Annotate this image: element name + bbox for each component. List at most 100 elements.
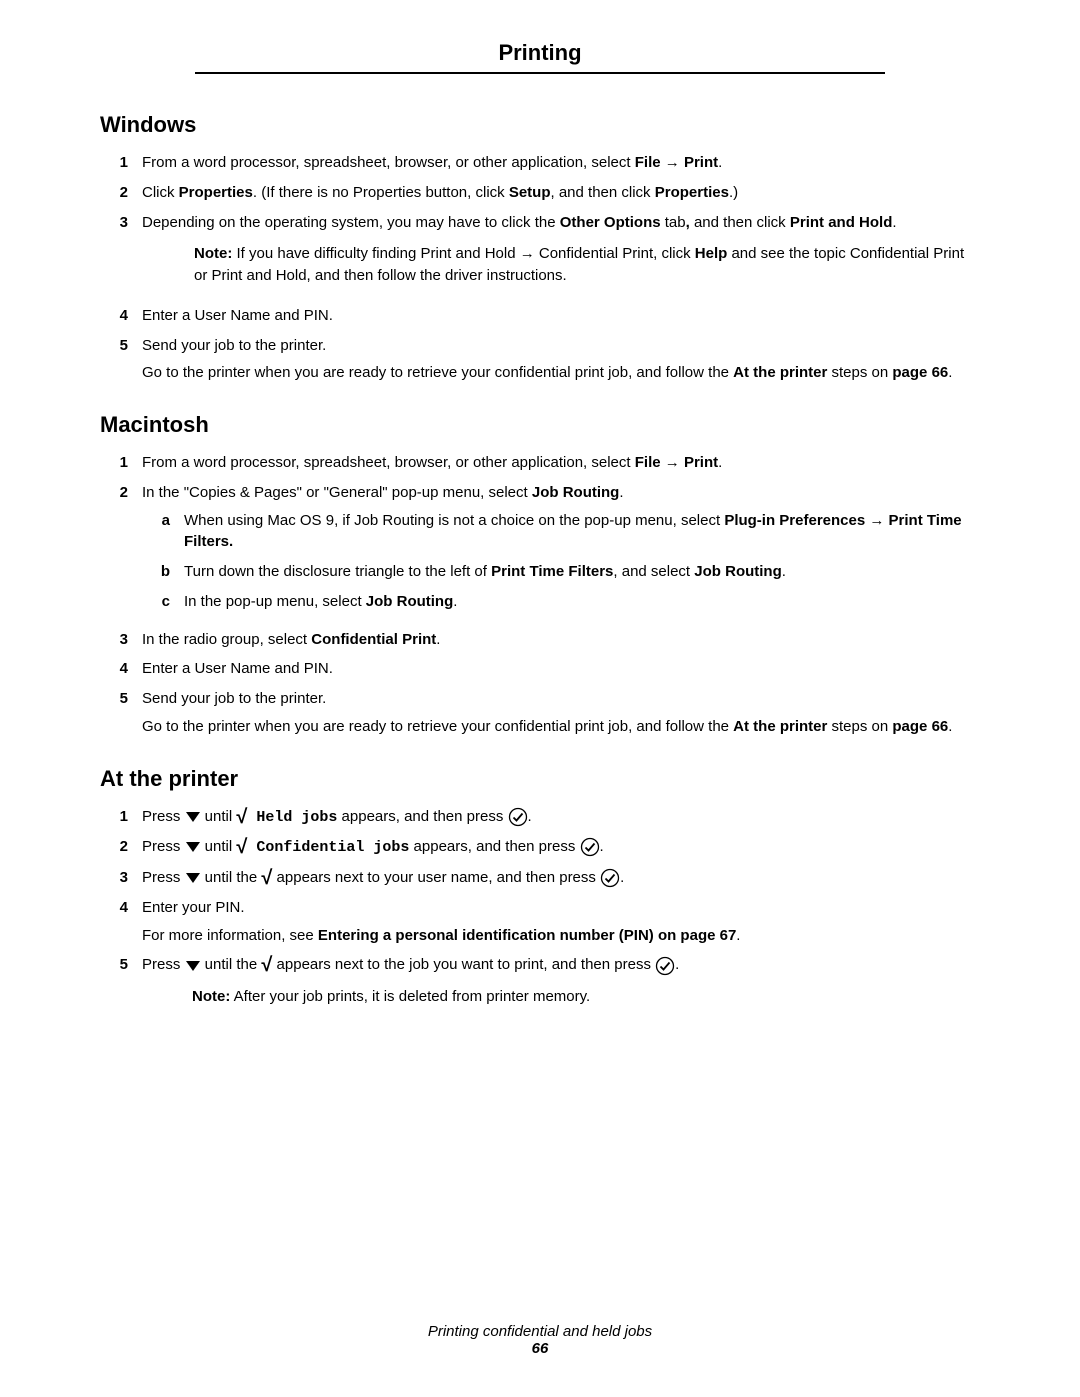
item-text: Click Properties. (If there is no Proper… <box>142 182 980 204</box>
text: and then click <box>690 214 790 231</box>
list-item: 5 Send your job to the printer. Go to th… <box>100 688 980 738</box>
text: . <box>948 364 952 381</box>
item-text: Press until √ Held jobs appears, and the… <box>142 806 980 829</box>
list-item: 5 Press until the √ appears next to the … <box>100 954 980 1018</box>
list-item: 3 In the radio group, select Confidentia… <box>100 629 980 651</box>
mac-list: 1 From a word processor, spreadsheet, br… <box>100 452 980 738</box>
item-text: Turn down the disclosure triangle to the… <box>184 561 980 583</box>
text: Go to the printer when you are ready to … <box>142 364 733 381</box>
item-text: In the pop-up menu, select Job Routing. <box>184 591 980 613</box>
text: . <box>675 956 679 973</box>
text: In the pop-up menu, select <box>184 593 366 610</box>
item-number: 1 <box>100 152 142 174</box>
item-letter: b <box>142 561 184 583</box>
printer-list: 1 Press until √ Held jobs appears, and t… <box>100 806 980 1019</box>
text-mono: Confidential jobs <box>247 839 409 856</box>
text-bold: Help <box>695 245 728 262</box>
check-icon: √ <box>261 868 272 888</box>
text: . (If there is no Properties button, cli… <box>253 184 509 201</box>
item-number: 5 <box>100 954 142 976</box>
check-icon: √ <box>236 837 247 857</box>
item-text: Enter a User Name and PIN. <box>142 305 980 327</box>
note-block: Note: After your job prints, it is delet… <box>192 986 980 1008</box>
list-item: 2 In the "Copies & Pages" or "General" p… <box>100 482 980 621</box>
text: until the <box>201 956 262 973</box>
text: . <box>718 454 722 471</box>
text: . <box>718 154 722 171</box>
text-bold: At the printer <box>733 364 827 381</box>
item-number: 3 <box>100 212 142 234</box>
windows-list: 1 From a word processor, spreadsheet, br… <box>100 152 980 233</box>
item-letter: c <box>142 591 184 613</box>
text: Press <box>142 869 185 886</box>
text: . <box>619 484 623 501</box>
text-bold: page 66 <box>892 364 948 381</box>
list-item: 4 Enter a User Name and PIN. <box>100 658 980 680</box>
text-bold: Plug-in Preferences <box>724 512 865 529</box>
text-bold: At the printer <box>733 718 827 735</box>
item-number: 2 <box>100 482 142 504</box>
text: Press <box>142 838 185 855</box>
text: Click <box>142 184 179 201</box>
circle-check-icon <box>508 806 528 828</box>
text: appears, and then press <box>337 808 507 825</box>
list-item: c In the pop-up menu, select Job Routing… <box>142 591 980 613</box>
text: , and select <box>613 563 694 580</box>
text: , and then click <box>551 184 655 201</box>
list-item: 1 From a word processor, spreadsheet, br… <box>100 152 980 174</box>
circle-check-icon <box>600 867 620 889</box>
circle-check-icon <box>655 955 675 977</box>
note-block: Note: If you have difficulty finding Pri… <box>194 243 980 287</box>
check-icon: √ <box>236 807 247 827</box>
text-bold: Job Routing <box>532 484 619 501</box>
note-label: Note: <box>192 988 230 1005</box>
text-bold: Print <box>684 454 718 471</box>
text: tab <box>661 214 686 231</box>
arrow-icon: → <box>865 512 888 529</box>
text: appears next to the job you want to prin… <box>272 956 655 973</box>
text-bold: Print Time Filters <box>491 563 613 580</box>
text: . <box>782 563 786 580</box>
item-number: 4 <box>100 897 142 919</box>
page-footer: Printing confidential and held jobs 66 <box>0 1323 1080 1357</box>
item-text: In the "Copies & Pages" or "General" pop… <box>142 482 980 621</box>
text: Press <box>142 956 185 973</box>
text-bold: Job Routing <box>366 593 453 610</box>
text: until the <box>201 869 262 886</box>
list-item: 1 From a word processor, spreadsheet, br… <box>100 452 980 474</box>
text: Send your job to the printer. <box>142 690 326 707</box>
text: steps on <box>827 718 892 735</box>
item-number: 4 <box>100 658 142 680</box>
text-bold: page 66 <box>892 718 948 735</box>
text-bold: Properties <box>179 184 253 201</box>
text: . <box>600 838 604 855</box>
item-text: Enter a User Name and PIN. <box>142 658 980 680</box>
text: Depending on the operating system, you m… <box>142 214 560 231</box>
item-number: 5 <box>100 688 142 710</box>
arrow-icon: → <box>661 154 684 171</box>
text: . <box>948 718 952 735</box>
down-triangle-icon <box>185 955 201 977</box>
footer-page-number: 66 <box>0 1340 1080 1357</box>
mac-sublist: a When using Mac OS 9, if Job Routing is… <box>142 510 980 613</box>
text: . <box>892 214 896 231</box>
text: . <box>528 808 532 825</box>
section-mac-title: Macintosh <box>100 412 980 438</box>
text: . <box>620 869 624 886</box>
item-text: From a word processor, spreadsheet, brow… <box>142 452 980 474</box>
item-text: Press until √ Confidential jobs appears,… <box>142 836 980 859</box>
list-item: 2 Press until √ Confidential jobs appear… <box>100 836 980 859</box>
item-text: Press until the √ appears next to your u… <box>142 867 980 889</box>
item-number: 2 <box>100 836 142 858</box>
page-content: Printing Windows 1 From a word processor… <box>0 0 1080 1018</box>
item-number: 1 <box>100 452 142 474</box>
item-text: Send your job to the printer. Go to the … <box>142 335 980 385</box>
text: In the radio group, select <box>142 631 311 648</box>
text-bold: Print <box>684 154 718 171</box>
item-number: 1 <box>100 806 142 828</box>
item-number: 3 <box>100 867 142 889</box>
note-label: Note: <box>194 245 232 262</box>
section-printer-title: At the printer <box>100 766 980 792</box>
text: Press <box>142 808 185 825</box>
item-text: Press until the √ appears next to the jo… <box>142 954 980 1018</box>
